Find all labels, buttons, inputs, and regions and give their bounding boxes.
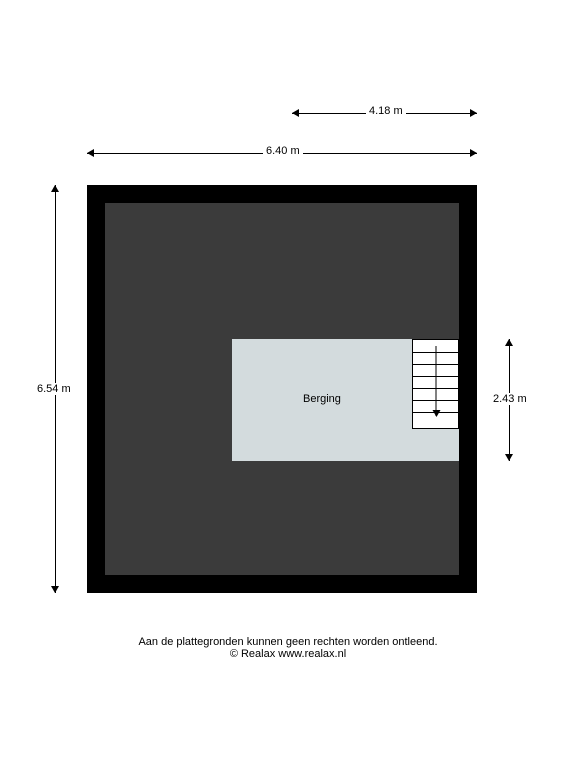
stair-arrow-down-icon: [435, 346, 436, 416]
arrow-down-icon: [51, 586, 59, 593]
footer-copyright: © Realax www.realax.nl: [0, 648, 576, 660]
arrow-right-icon: [470, 149, 477, 157]
footer-disclaimer: Aan de plattegronden kunnen geen rechten…: [0, 636, 576, 648]
arrow-left-icon: [292, 109, 299, 117]
dim-right-label: 2.43 m: [490, 393, 530, 405]
arrow-down-icon: [505, 454, 513, 461]
floorplan-canvas: Berging 4.18 m 6.40 m 6.54 m 2.43 m Aan …: [0, 0, 576, 768]
dim-top-inner-label: 4.18 m: [366, 105, 406, 117]
footer: Aan de plattegronden kunnen geen rechten…: [0, 636, 576, 660]
arrow-left-icon: [87, 149, 94, 157]
dim-top-outer-label: 6.40 m: [263, 145, 303, 157]
arrow-right-icon: [470, 109, 477, 117]
arrow-up-icon: [505, 339, 513, 346]
room-label-berging: Berging: [303, 393, 341, 405]
dim-left-label: 6.54 m: [34, 383, 74, 395]
stairs: [412, 339, 459, 429]
arrow-up-icon: [51, 185, 59, 192]
